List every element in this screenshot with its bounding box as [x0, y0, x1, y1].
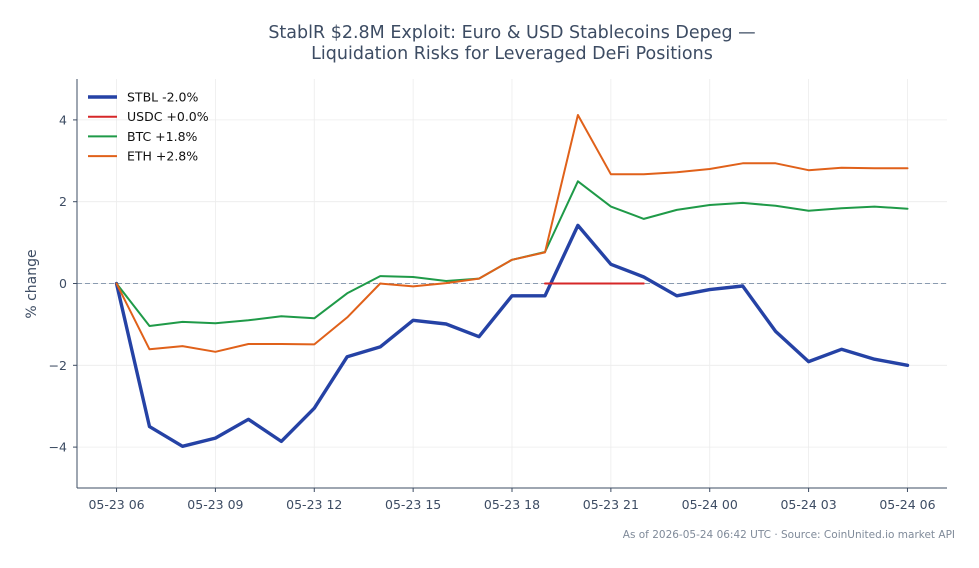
legend-label-3: BTC +1.8%	[127, 129, 198, 144]
x-tick-label: 05-24 03	[780, 497, 836, 512]
x-axis-ticks: 05-23 06 05-23 09 05-23 12 05-23 15 05-23 18…	[88, 488, 936, 512]
y-tick-label: 4	[59, 112, 67, 127]
y-tick-label: −4	[49, 440, 67, 455]
series-line-4	[115, 114, 909, 353]
legend-label-4: ETH +2.8%	[127, 149, 198, 164]
chart-title-line-1: StablR $2.8M Exploit: Euro & USD Stablec…	[268, 23, 755, 43]
x-tick-label: 05-24 06	[879, 497, 935, 512]
legend: STBL -2.0% USDC +0.0% BTC +1.8% ETH +2.8%	[88, 90, 209, 164]
x-tick-label: 05-23 06	[88, 497, 144, 512]
x-tick-label: 05-24 00	[682, 497, 738, 512]
series-line-1	[114, 223, 910, 448]
y-tick-label: −2	[49, 358, 67, 373]
x-tick-label: 05-23 09	[187, 497, 243, 512]
x-tick-label: 05-23 18	[484, 497, 540, 512]
legend-label-2: USDC +0.0%	[127, 109, 209, 124]
x-tick-label: 05-23 12	[286, 497, 342, 512]
legend-label-1: STBL -2.0%	[127, 90, 198, 105]
series-lines	[114, 114, 910, 448]
y-axis-label: % change	[24, 249, 40, 318]
x-tick-label: 05-23 15	[385, 497, 441, 512]
x-tick-label: 05-23 21	[583, 497, 639, 512]
y-tick-label: 2	[59, 194, 67, 209]
y-axis-ticks: 4 2 0 −2 −4	[49, 112, 77, 455]
y-tick-label: 0	[59, 276, 67, 291]
footer-source-note: As of 2026-05-24 06:42 UTC · Source: Coi…	[623, 529, 955, 541]
chart-title-line-2: Liquidation Risks for Leveraged DeFi Pos…	[311, 44, 713, 64]
